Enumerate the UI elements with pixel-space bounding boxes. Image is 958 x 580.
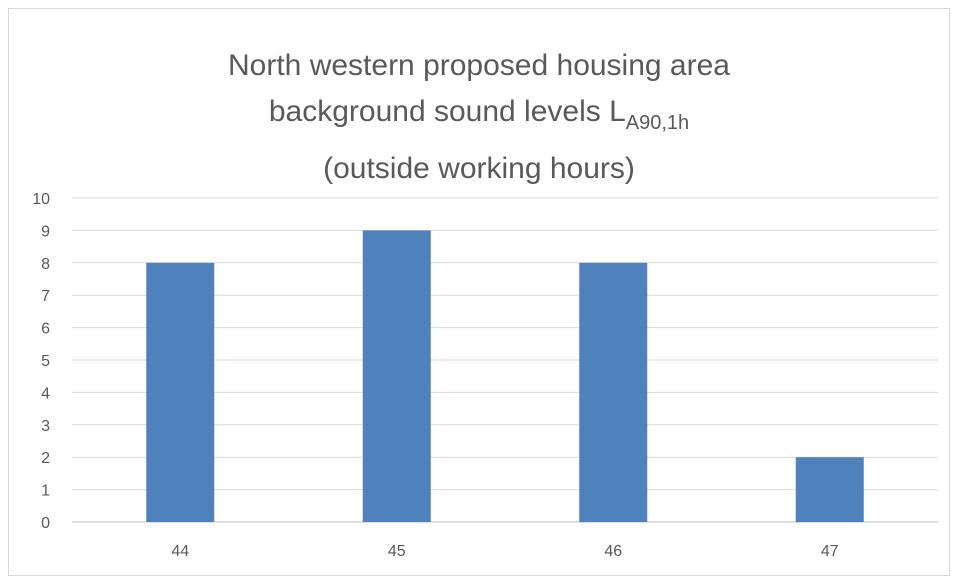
- x-tick-label: 45: [388, 543, 406, 560]
- y-tick-label: 2: [41, 450, 50, 467]
- bar-46: [579, 262, 648, 522]
- y-tick-label: 6: [41, 321, 50, 338]
- y-tick-label: 7: [41, 288, 50, 305]
- x-tick-label: 44: [171, 543, 189, 560]
- bar-45: [362, 230, 431, 522]
- chart-title-subscript: A90,1h: [625, 112, 690, 134]
- y-tick-label: 3: [41, 418, 50, 435]
- chart-title-line-2: background sound levels LA90,1h: [9, 89, 949, 146]
- y-tick-label: 4: [41, 385, 50, 402]
- y-tick-label: 9: [41, 223, 50, 240]
- chart-title: North western proposed housing area back…: [9, 43, 949, 192]
- x-tick-label: 47: [821, 543, 839, 560]
- chart-title-line-3: (outside working hours): [323, 152, 635, 185]
- y-tick-label: 10: [32, 191, 50, 208]
- y-tick-label: 5: [41, 353, 50, 370]
- bar-44: [146, 262, 215, 522]
- chart-title-line-1: North western proposed housing area: [228, 49, 730, 82]
- y-tick-label: 8: [41, 256, 50, 273]
- bar-47: [795, 457, 864, 522]
- chart-title-line-2-main: background sound levels L: [268, 95, 626, 128]
- y-tick-label: 0: [41, 515, 50, 532]
- x-tick-label: 46: [604, 543, 622, 560]
- y-tick-label: 1: [41, 483, 50, 500]
